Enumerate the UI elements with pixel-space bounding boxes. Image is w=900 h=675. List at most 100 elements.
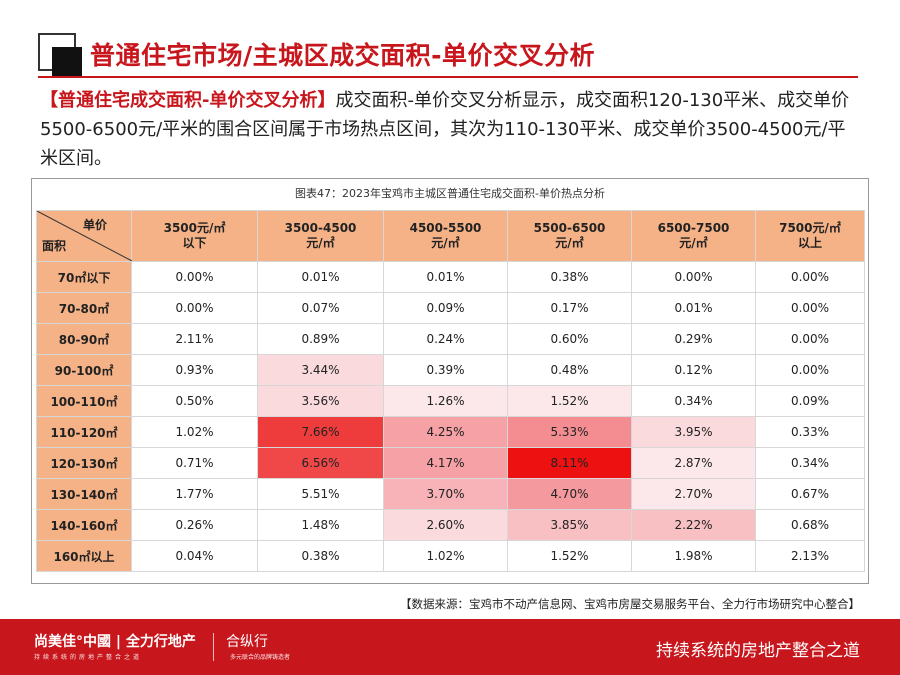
table-row: 110-120㎡ 1.02% 7.66% 4.25% 5.33% 3.95% 0.33% xyxy=(36,416,865,448)
table-cell: 3.44% xyxy=(257,354,384,386)
table-cell: 6.56% xyxy=(257,447,384,479)
table-cell: 0.50% xyxy=(131,385,258,417)
data-source-note: 【数据来源：宝鸡市不动产信息网、宝鸡市房屋交易服务平台、全力行市场研究中心整合】 xyxy=(400,597,860,611)
footer-bar: 尚美佳°中國 | 全力行地产 持续系统的房地产整合之道 合纵行 多元联合的品牌铸… xyxy=(0,619,900,675)
table-cell: 1.26% xyxy=(383,385,508,417)
table-corner-cell: 单价 面积 xyxy=(36,210,132,262)
table-header-row: 单价 面积 3500元/㎡ 以下 3500-4500 元/㎡ 4500-5500 元/㎡ 5… xyxy=(36,210,865,262)
column-header-line: 7500元/㎡ xyxy=(779,221,841,235)
title-divider xyxy=(38,76,858,78)
footer-slogan: 持续系统的房地产整合之道 xyxy=(656,641,860,661)
column-header-line: 以下 xyxy=(182,236,207,250)
table-row: 120-130㎡ 0.71% 6.56% 4.17% 8.11% 2.87% 0.34% xyxy=(36,447,865,479)
table-cell: 0.00% xyxy=(631,261,756,293)
table-cell: 0.00% xyxy=(755,354,865,386)
table-cell: 0.67% xyxy=(755,478,865,510)
row-header: 140-160㎡ xyxy=(36,509,132,541)
table-cell: 0.01% xyxy=(257,261,384,293)
table-cell: 2.60% xyxy=(383,509,508,541)
table-cell: 1.48% xyxy=(257,509,384,541)
intro-paragraph: 【普通住宅成交面积-单价交叉分析】成交面积-单价交叉分析显示，成交面积120-1… xyxy=(40,86,860,173)
column-header: 6500-7500 元/㎡ xyxy=(631,210,756,262)
column-header-line: 元/㎡ xyxy=(306,236,335,250)
table-cell: 2.87% xyxy=(631,447,756,479)
table-cell: 2.11% xyxy=(131,323,258,355)
table-cell: 0.17% xyxy=(507,292,632,324)
row-header: 80-90㎡ xyxy=(36,323,132,355)
table-row: 130-140㎡ 1.77% 5.51% 3.70% 4.70% 2.70% 0.67% xyxy=(36,478,865,510)
corner-diagonal-line xyxy=(37,211,132,261)
column-header-line: 4500-5500 xyxy=(409,221,482,235)
intro-text: 成交面积-单价交叉分析显示，成交面积120-130平米、成交单价5500-650… xyxy=(40,90,850,169)
table-cell: 0.38% xyxy=(257,540,384,572)
table-cell: 0.12% xyxy=(631,354,756,386)
heatmap-table: 单价 面积 3500元/㎡ 以下 3500-4500 元/㎡ 4500-5500 元/㎡ 5… xyxy=(36,210,865,572)
column-header-line: 元/㎡ xyxy=(431,236,460,250)
table-cell: 3.56% xyxy=(257,385,384,417)
table-cell: 1.77% xyxy=(131,478,258,510)
column-header: 5500-6500 元/㎡ xyxy=(507,210,632,262)
table-cell: 0.39% xyxy=(383,354,508,386)
row-header: 110-120㎡ xyxy=(36,416,132,448)
row-header: 70㎡以下 xyxy=(36,261,132,293)
table-cell: 0.09% xyxy=(383,292,508,324)
table-row: 140-160㎡ 0.26% 1.48% 2.60% 3.85% 2.22% 0.68% xyxy=(36,509,865,541)
table-cell: 2.22% xyxy=(631,509,756,541)
corner-price-label: 单价 xyxy=(82,218,107,232)
table-cell: 4.17% xyxy=(383,447,508,479)
table-cell: 4.70% xyxy=(507,478,632,510)
row-header: 90-100㎡ xyxy=(36,354,132,386)
row-header: 120-130㎡ xyxy=(36,447,132,479)
table-cell: 0.07% xyxy=(257,292,384,324)
table-cell: 0.68% xyxy=(755,509,865,541)
table-cell: 0.24% xyxy=(383,323,508,355)
table-cell: 0.00% xyxy=(755,292,865,324)
column-header: 7500元/㎡ 以上 xyxy=(755,210,865,262)
table-cell: 3.95% xyxy=(631,416,756,448)
table-cell: 7.66% xyxy=(257,416,384,448)
table-cell: 0.34% xyxy=(755,447,865,479)
table-cell: 3.85% xyxy=(507,509,632,541)
footer-brand: 尚美佳°中國 | 全力行地产 xyxy=(34,634,196,650)
table-row: 100-110㎡ 0.50% 3.56% 1.26% 1.52% 0.34% 0.09% xyxy=(36,385,865,417)
footer-brand-secondary: 合纵行 xyxy=(226,634,268,650)
table-row: 70㎡以下 0.00% 0.01% 0.01% 0.38% 0.00% 0.00% xyxy=(36,261,865,293)
column-header: 3500-4500 元/㎡ xyxy=(257,210,384,262)
table-cell: 0.71% xyxy=(131,447,258,479)
table-cell: 0.00% xyxy=(131,261,258,293)
table-row: 160㎡以上 0.04% 0.38% 1.02% 1.52% 1.98% 2.13% xyxy=(36,540,865,572)
column-header-line: 以上 xyxy=(797,236,822,250)
table-cell: 0.01% xyxy=(383,261,508,293)
column-header-line: 5500-6500 xyxy=(533,221,606,235)
footer-brand-secondary-subtitle: 多元联合的品牌铸造者 xyxy=(230,654,291,661)
row-header: 130-140㎡ xyxy=(36,478,132,510)
row-header: 160㎡以上 xyxy=(36,540,132,572)
table-cell: 1.52% xyxy=(507,540,632,572)
page-title: 普通住宅市场/主城区成交面积-单价交叉分析 xyxy=(90,41,596,70)
table-cell: 1.02% xyxy=(131,416,258,448)
table-cell: 0.01% xyxy=(631,292,756,324)
table-cell: 0.29% xyxy=(631,323,756,355)
heatmap-table-frame: 图表47：2023年宝鸡市主城区普通住宅成交面积-单价热点分析 单价 面积 35… xyxy=(31,178,869,584)
column-header-line: 元/㎡ xyxy=(555,236,584,250)
corner-area-label: 面积 xyxy=(42,239,67,253)
table-row: 70-80㎡ 0.00% 0.07% 0.09% 0.17% 0.01% 0.00% xyxy=(36,292,865,324)
footer-brand-subtitle: 持续系统的房地产整合之道 xyxy=(34,654,143,661)
intro-tag: 【普通住宅成交面积-单价交叉分析】 xyxy=(40,90,336,111)
table-cell: 4.25% xyxy=(383,416,508,448)
table-cell: 5.33% xyxy=(507,416,632,448)
column-header: 3500元/㎡ 以下 xyxy=(131,210,258,262)
table-cell: 0.48% xyxy=(507,354,632,386)
table-cell: 0.04% xyxy=(131,540,258,572)
table-cell: 0.09% xyxy=(755,385,865,417)
table-cell: 0.00% xyxy=(755,261,865,293)
table-cell: 0.60% xyxy=(507,323,632,355)
column-header-line: 3500-4500 xyxy=(284,221,357,235)
column-header-line: 6500-7500 xyxy=(657,221,730,235)
table-cell: 1.02% xyxy=(383,540,508,572)
footer-separator xyxy=(213,633,214,661)
table-cell: 2.13% xyxy=(755,540,865,572)
table-cell: 0.26% xyxy=(131,509,258,541)
table-cell: 0.00% xyxy=(131,292,258,324)
column-header-line: 3500元/㎡ xyxy=(163,221,226,235)
